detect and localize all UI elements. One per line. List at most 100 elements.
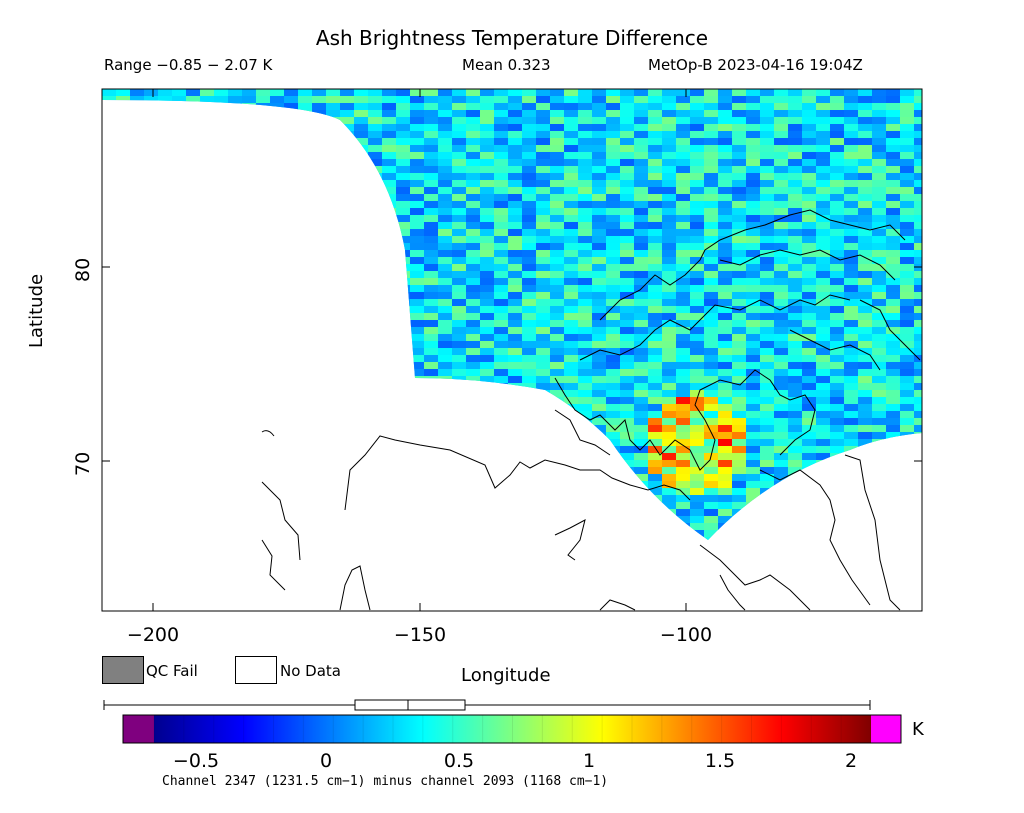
swath-cell [718,96,732,103]
swath-cell [914,194,922,201]
swath-cell [760,159,774,166]
swath-cell [270,355,284,362]
swath-cell [900,418,914,425]
swath-cell [186,369,200,376]
swath-cell [102,222,116,229]
swath-cell [816,313,830,320]
swath-cell [704,278,718,285]
swath-cell [256,523,270,530]
swath-cell [410,544,424,551]
swath-cell [438,131,452,138]
swath-cell [438,250,452,257]
swath-cell [158,264,172,271]
swath-cell [312,103,326,110]
swath-cell [760,348,774,355]
swath-cell [326,369,340,376]
swath-cell [200,243,214,250]
swath-cell [340,278,354,285]
swath-cell [704,96,718,103]
swath-cell [788,124,802,131]
swath-cell [802,278,816,285]
swath-cell [186,180,200,187]
swath-cell [900,264,914,271]
swath-cell [606,502,620,509]
swath-cell [270,446,284,453]
swath-cell [410,194,424,201]
swath-cell [494,215,508,222]
swath-cell [452,369,466,376]
swath-cell [354,124,368,131]
swath-cell [396,467,410,474]
swath-cell [130,376,144,383]
swath-cell [830,439,844,446]
swath-cell [270,145,284,152]
swath-cell [802,544,816,551]
swath-cell [480,145,494,152]
swath-cell [130,537,144,540]
swath-cell [326,96,340,103]
swath-cell [578,383,592,390]
swath-cell [816,243,830,250]
swath-cell [396,201,410,208]
swath-cell [606,124,620,131]
swath-cell [298,537,312,540]
swath-cell [480,397,494,404]
swath-cell [130,516,144,523]
swath-cell [102,285,116,292]
swath-cell [704,446,718,453]
swath-cell [718,131,732,138]
swath-cell [298,474,312,481]
swath-cell [438,544,452,551]
swath-cell [690,159,704,166]
swath-cell [830,117,844,124]
swath-cell [606,180,620,187]
swath-cell [886,453,900,460]
swath-cell [746,313,760,320]
swath-cell [466,138,480,145]
swath-cell [690,229,704,236]
swath-cell [466,390,480,397]
swath-cell [872,481,886,488]
swath-cell [620,509,634,516]
swath-cell [508,348,522,355]
swath-cell [340,544,354,551]
swath-cell [354,250,368,257]
swath-cell [858,215,872,222]
swath-cell [802,96,816,103]
swath-cell [424,103,438,110]
swath-cell [648,509,662,516]
swath-cell [144,264,158,271]
swath-cell [704,215,718,222]
swath-cell [760,96,774,103]
swath-cell [620,369,634,376]
swath-cell [522,166,536,173]
swath-cell [662,285,676,292]
swath-cell [914,383,922,390]
swath-cell [886,271,900,278]
swath-cell [270,481,284,488]
swath-cell [396,327,410,334]
swath-cell [550,537,564,540]
swath-cell [130,439,144,446]
swath-cell [858,145,872,152]
swath-cell [592,236,606,243]
swath-cell [802,327,816,334]
swath-cell [214,166,228,173]
swath-cell [816,355,830,362]
swath-cell [116,152,130,159]
swath-cell [508,250,522,257]
swath-cell [704,495,718,502]
swath-cell [130,131,144,138]
swath-cell [130,110,144,117]
swath-cell [102,523,116,530]
swath-cell [788,537,802,540]
swath-cell [830,201,844,208]
swath-cell [200,117,214,124]
swath-cell [200,103,214,110]
swath-cell [760,313,774,320]
swath-cell [620,439,634,446]
swath-cell [676,152,690,159]
swath-cell [732,124,746,131]
swath-cell [900,96,914,103]
swath-cell [326,250,340,257]
